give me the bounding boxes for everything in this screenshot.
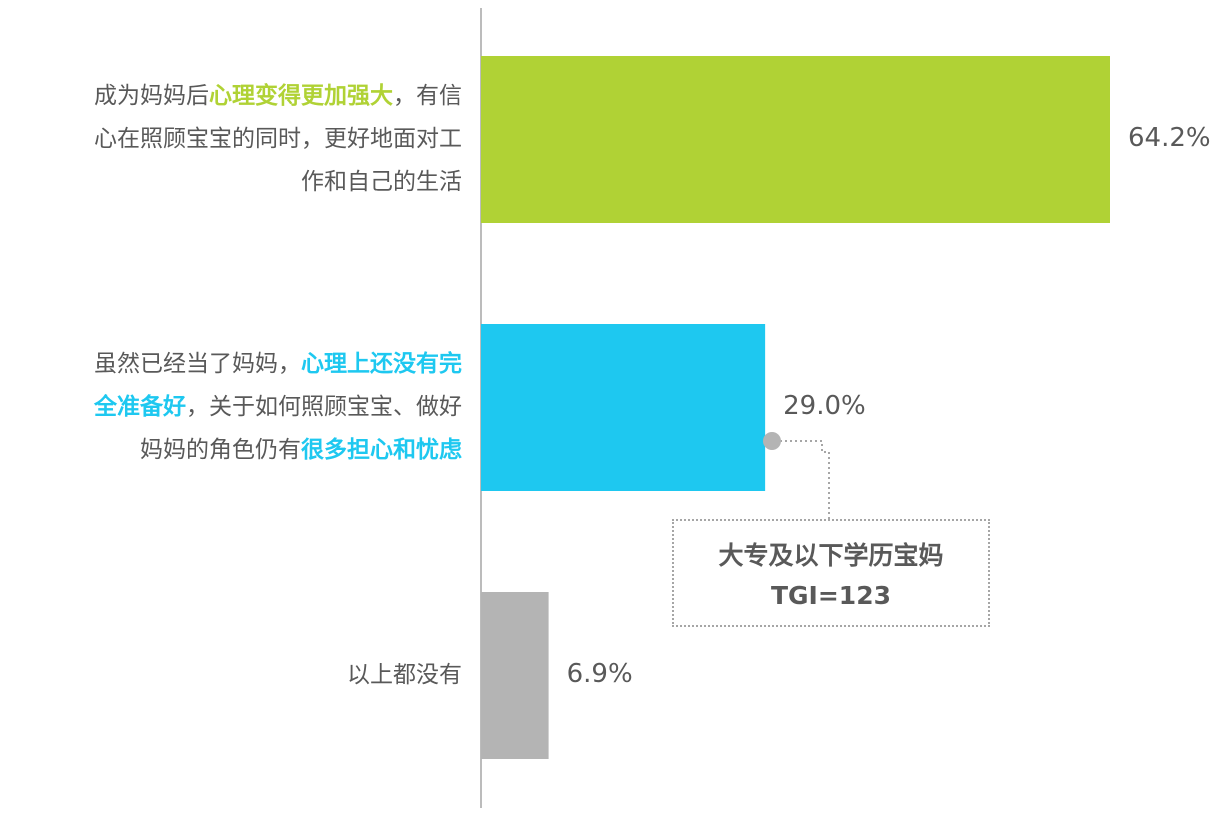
bar-3	[481, 592, 549, 759]
bar-1	[481, 56, 1110, 223]
highlighted-phrase: 心理上还没有完	[301, 351, 462, 377]
callout-title: 大专及以下学历宝妈	[718, 541, 944, 570]
highlighted-phrase: 心理变得更加强大	[209, 83, 393, 109]
category-label-2: 虽然已经当了妈妈，心理上还没有完 全准备好，关于如何照顾宝宝、做好 妈妈的角色仍有很…	[94, 351, 462, 463]
value-label-3: 6.9%	[566, 658, 633, 689]
category-label-1: 成为妈妈后心理变得更加强大，有信 心在照顾宝宝的同时，更好地面对工 作和自己的生活	[94, 83, 462, 195]
tgi-callout-box: 大专及以下学历宝妈 TGI=123	[672, 519, 990, 627]
category-label-3: 以上都没有	[347, 662, 462, 688]
callout-tgi: TGI=123	[770, 581, 891, 610]
value-label-1: 64.2%	[1128, 122, 1211, 153]
highlighted-phrase: 全准备好	[94, 394, 186, 420]
callout-connector	[763, 432, 830, 519]
highlighted-phrase: 很多担心和忧虑	[301, 437, 462, 463]
value-label-2: 29.0%	[783, 390, 866, 421]
bar-2	[481, 324, 766, 491]
